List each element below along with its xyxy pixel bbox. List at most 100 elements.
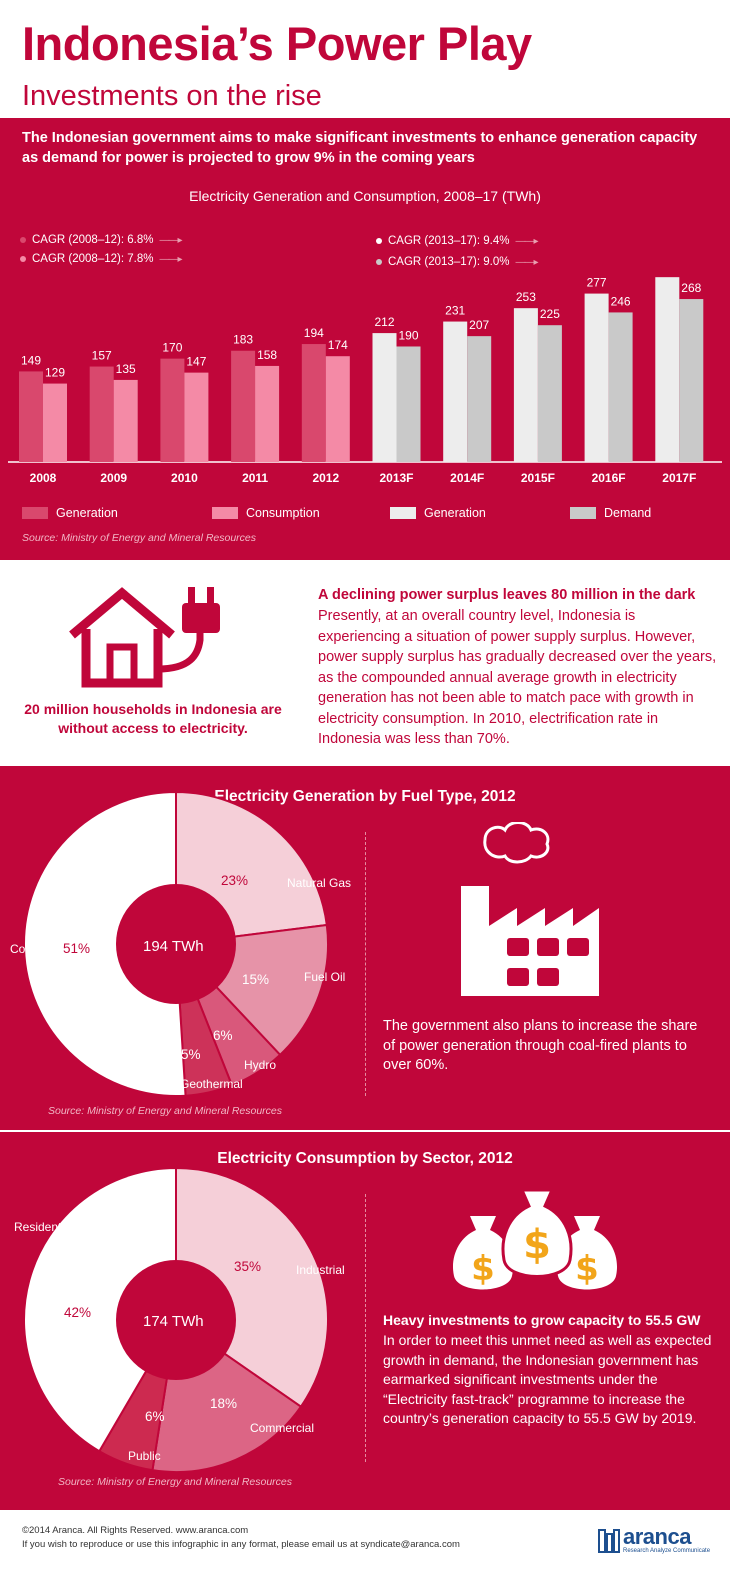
pie-pct-fuel-oil: 15% xyxy=(242,972,270,987)
legend-swatch xyxy=(390,507,416,519)
pie-pct-residential: 42% xyxy=(64,1305,92,1320)
x-tick-label: 2015F xyxy=(521,471,555,485)
pie-label-hydro: Hydro xyxy=(244,1058,277,1072)
bar-2013F-a xyxy=(372,333,397,462)
pie-slice-residential xyxy=(23,1166,177,1453)
bar-value-label: 147 xyxy=(186,355,206,369)
cagr-annotation-consumption-hist: CAGR (2008–12): 7.8% ——▸ xyxy=(20,253,182,265)
bar-2015F-b xyxy=(537,325,562,462)
pie-pct-industrial: 35% xyxy=(234,1259,262,1274)
bar-value-label: 135 xyxy=(116,362,136,376)
divider xyxy=(365,1194,366,1462)
bar-value-label: 129 xyxy=(45,366,65,380)
legend-label: Consumption xyxy=(246,506,320,520)
page-subtitle: Investments on the rise xyxy=(22,80,322,112)
pie-pct-hydro: 6% xyxy=(213,1028,233,1043)
fuel-pie-source: Source: Ministry of Energy and Mineral R… xyxy=(48,1105,283,1117)
pie-slice-coal xyxy=(23,790,187,1097)
legend-swatch xyxy=(22,507,48,519)
footer-reproduce: If you wish to reproduce or use this inf… xyxy=(22,1539,460,1550)
bar-chart-title: Electricity Generation and Consumption, … xyxy=(189,188,541,204)
bar-2012-b xyxy=(325,356,350,462)
sector-pie xyxy=(23,1166,329,1473)
factory-icon xyxy=(461,822,599,996)
legend-label: Generation xyxy=(56,506,118,520)
x-tick-label: 2017F xyxy=(662,471,696,485)
bar-2011-a xyxy=(231,350,256,462)
bar-value-label: 194 xyxy=(304,326,324,340)
bar-value-label: 212 xyxy=(374,315,394,329)
legend-demand-fcst: Demand xyxy=(570,506,651,520)
coal-note: The government also plans to increase th… xyxy=(383,1018,698,1073)
arrow-right-icon: ——▸ xyxy=(515,256,538,268)
cagr-text: CAGR (2008–12): 7.8% xyxy=(32,253,154,265)
page-title: Indonesia’s Power Play xyxy=(22,17,532,70)
legend-swatch xyxy=(212,507,238,519)
sector-pie-source: Source: Ministry of Energy and Mineral R… xyxy=(58,1476,293,1488)
intro-text: The Indonesian government aims to make s… xyxy=(22,130,698,166)
bar-chart: 149 129 2008 157 135 2009 170 147 2010 183 158 2011… xyxy=(8,270,722,485)
arrow-right-icon: ——▸ xyxy=(159,253,182,265)
svg-text:$: $ xyxy=(471,1249,495,1289)
cagr-text: CAGR (2013–17): 9.4% xyxy=(388,235,510,247)
aranca-logo: aranca xyxy=(623,1524,691,1549)
bar-value-label: 149 xyxy=(21,353,41,367)
investment-heading: Heavy investments to grow capacity to 55… xyxy=(383,1312,701,1328)
bar-2009-a xyxy=(89,366,114,462)
divider xyxy=(365,832,366,1096)
bar-2015F-a xyxy=(513,308,538,462)
legend-label: Demand xyxy=(604,506,652,520)
pie-label-public: Public xyxy=(128,1449,161,1463)
surplus-body: Presently, at an overall country level, … xyxy=(318,608,717,747)
bar-value-label: 253 xyxy=(516,290,536,304)
x-tick-label: 2008 xyxy=(30,471,57,485)
svg-text:$: $ xyxy=(523,1222,551,1268)
cagr-annotation-demand-fcst: CAGR (2013–17): 9.0% ——▸ xyxy=(376,256,538,268)
donut-hole xyxy=(116,1260,236,1380)
bar-2010-b xyxy=(184,372,209,462)
bar-2016F-a xyxy=(584,293,609,462)
x-tick-label: 2016F xyxy=(592,471,626,485)
bar-value-label: 231 xyxy=(445,304,465,318)
pie-pct-commercial: 18% xyxy=(210,1396,238,1411)
pie-label-commercial: Commercial xyxy=(250,1421,315,1435)
cagr-dot xyxy=(20,237,26,243)
footer-copyright: ©2014 Aranca. All Rights Reserved. www.a… xyxy=(22,1525,249,1536)
bar-2008-a xyxy=(19,371,43,462)
cagr-dot xyxy=(376,238,382,244)
bar-2012-a xyxy=(301,344,326,462)
house-plug-icon xyxy=(69,587,220,688)
pie-label-residential: Residential xyxy=(14,1220,74,1234)
bar-2010-a xyxy=(160,358,185,462)
x-tick-label: 2011 xyxy=(242,471,268,485)
bar-value-label: 174 xyxy=(328,338,348,352)
bar-2011-b xyxy=(255,365,280,462)
x-tick-label: 2013F xyxy=(379,471,413,485)
pie-center-total: 174 TWh xyxy=(143,1313,204,1330)
bar-value-label: 183 xyxy=(233,333,253,347)
bar-2009-b xyxy=(113,379,138,462)
x-tick-label: 2009 xyxy=(100,471,127,485)
legend-generation-hist: Generation xyxy=(22,506,118,520)
pie-label-natural-gas: Natural Gas xyxy=(287,876,352,890)
x-tick-label: 2012 xyxy=(312,471,339,485)
pie-label-fuel-oil: Fuel Oil xyxy=(304,970,346,984)
bar-value-label: 304 xyxy=(657,270,677,273)
cagr-text: CAGR (2008–12): 6.8% xyxy=(32,234,154,246)
x-tick-label: 2014F xyxy=(450,471,484,485)
bar-2014F-b xyxy=(467,336,492,462)
bar-value-label: 190 xyxy=(398,328,418,342)
households-stat: 20 million households in Indonesia are w… xyxy=(24,701,282,736)
sector-pie-title: Electricity Consumption by Sector, 2012 xyxy=(217,1150,513,1167)
investment-body: In order to meet this unmet need as well… xyxy=(383,1332,712,1426)
aranca-logo-icon xyxy=(598,1529,620,1553)
cagr-dot xyxy=(376,259,382,265)
fuel-type-pie xyxy=(23,790,329,1097)
legend-label: Generation xyxy=(424,506,486,520)
bar-value-label: 225 xyxy=(540,307,560,321)
bar-value-label: 170 xyxy=(162,341,182,355)
pie-pct-public: 6% xyxy=(145,1409,165,1424)
bar-value-label: 277 xyxy=(587,276,607,290)
bar-2008-b xyxy=(43,383,67,462)
bar-chart-source: Source: Ministry of Energy and Mineral R… xyxy=(22,532,257,544)
